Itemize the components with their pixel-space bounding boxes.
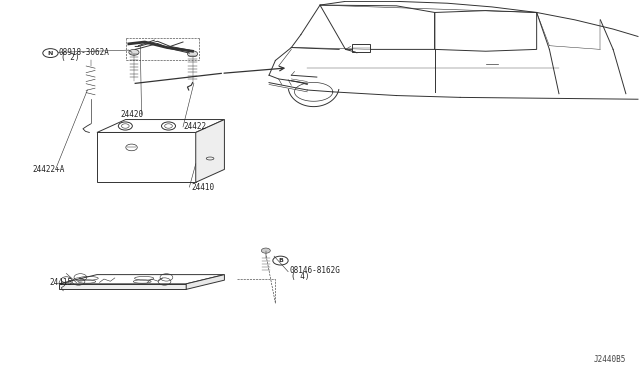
Text: J2440B5: J2440B5 <box>593 355 626 364</box>
Text: 24415: 24415 <box>49 278 72 287</box>
Polygon shape <box>97 132 196 182</box>
Text: 24410: 24410 <box>191 183 214 192</box>
Bar <box>352 44 370 52</box>
Circle shape <box>188 51 198 57</box>
Text: ( 4): ( 4) <box>291 272 310 280</box>
Text: 08146-8162G: 08146-8162G <box>289 266 340 275</box>
Text: 24422+A: 24422+A <box>32 165 65 174</box>
Polygon shape <box>97 119 225 132</box>
Text: B: B <box>278 258 283 263</box>
Text: 08918-3062A: 08918-3062A <box>59 48 109 57</box>
Circle shape <box>261 248 270 253</box>
Polygon shape <box>59 275 225 284</box>
Polygon shape <box>186 275 225 289</box>
Polygon shape <box>196 119 225 182</box>
Polygon shape <box>59 284 186 289</box>
Text: N: N <box>48 51 53 55</box>
Circle shape <box>118 122 132 130</box>
Text: ( 2): ( 2) <box>61 53 79 62</box>
Circle shape <box>161 122 175 130</box>
Text: 24420: 24420 <box>120 110 143 119</box>
Circle shape <box>129 49 139 55</box>
Text: 24422: 24422 <box>183 122 206 131</box>
